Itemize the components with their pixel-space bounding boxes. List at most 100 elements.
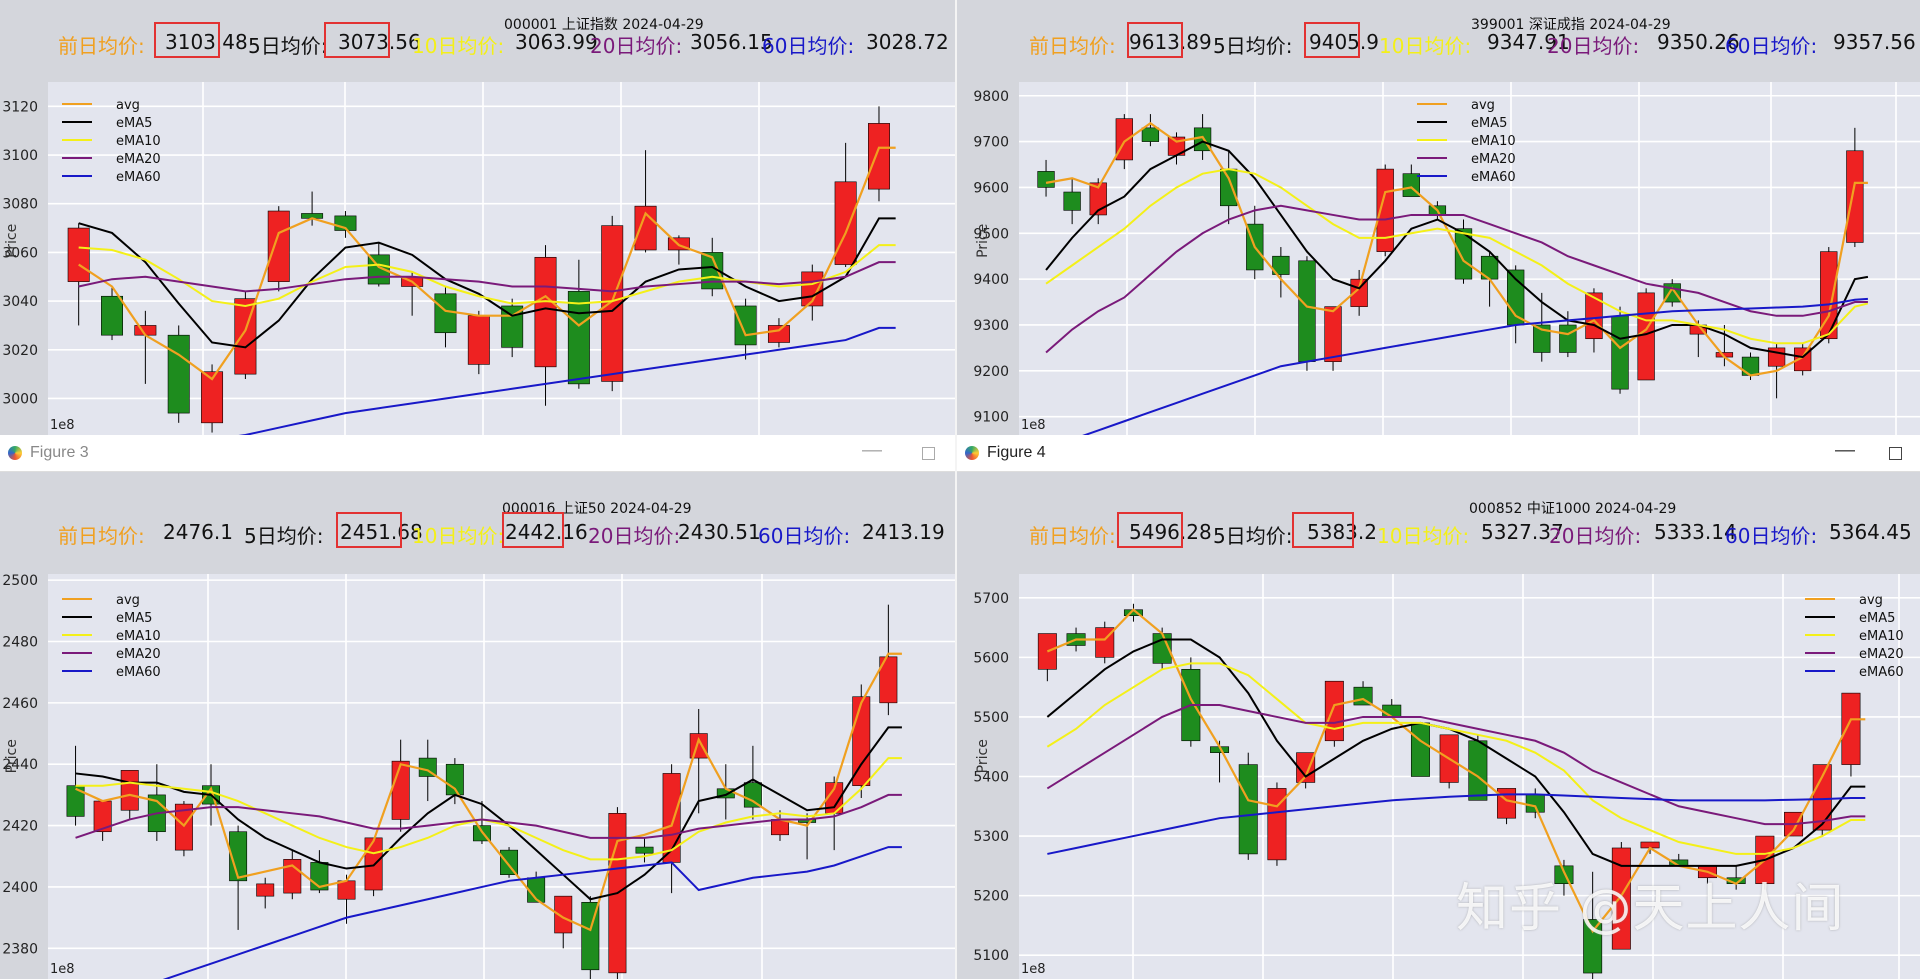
avg-value: 9613.89: [1129, 30, 1212, 54]
y-tick-label: 3000: [2, 391, 38, 407]
candle-body: [364, 837, 383, 891]
highlight-box: [1292, 512, 1354, 548]
candle-body: [1533, 324, 1551, 353]
ema5-label: 5日均价:: [248, 34, 328, 58]
candle-body: [1820, 251, 1838, 340]
ema10-label: 10日均价:: [1377, 524, 1470, 548]
y-tick-label: 9400: [973, 272, 1009, 288]
ema20-value: 3056.15: [690, 30, 773, 54]
candle-body: [1141, 127, 1160, 142]
y-tick-label: 3040: [2, 294, 38, 310]
candle-body: [1468, 740, 1488, 801]
series-line-avg: [1045, 121, 1868, 377]
candle: [1820, 247, 1838, 344]
candle: [868, 106, 890, 202]
candle-body: [1089, 182, 1107, 216]
candle: [1533, 292, 1551, 362]
candle: [1037, 159, 1055, 197]
matplotlib-icon: [8, 446, 22, 460]
candle-body: [1846, 150, 1864, 243]
ema5-value: 9405.9: [1309, 30, 1379, 54]
candle: [1507, 265, 1525, 344]
highlight-box: [1127, 22, 1183, 58]
window-title: Figure 4: [987, 444, 1046, 461]
ema10-label: 10日均价:: [412, 524, 505, 548]
candle-body: [1296, 752, 1316, 783]
series-line-eMA20: [75, 793, 902, 839]
candle: [337, 874, 356, 924]
y-tick-label: 9100: [973, 410, 1009, 426]
y-axis-label: Price: [4, 739, 20, 773]
candle: [1324, 306, 1342, 371]
series-line-eMA20: [78, 261, 896, 293]
y-tick-label: 5100: [973, 948, 1009, 964]
candle: [879, 604, 898, 716]
candle-body: [1611, 847, 1631, 950]
legend-entry: eMA20: [1859, 647, 1904, 662]
candle: [1296, 752, 1316, 789]
ema10-value: 9347.91: [1487, 30, 1570, 54]
candle-body: [434, 293, 457, 334]
candle-body: [1220, 168, 1238, 207]
candle-body: [267, 210, 290, 282]
candle-body: [567, 291, 590, 385]
candle: [1611, 306, 1629, 394]
candle: [667, 235, 690, 265]
minimize-icon[interactable]: —: [862, 439, 882, 461]
legend-entry: eMA60: [116, 170, 161, 185]
candle: [364, 837, 383, 897]
ema20-label: 20日均价:: [588, 524, 681, 548]
ema5-value: 2451.68: [340, 520, 423, 544]
maximize-icon[interactable]: [922, 447, 935, 460]
candle-body: [391, 760, 410, 820]
y-tick-label: 2460: [2, 696, 38, 712]
candle: [1841, 692, 1861, 777]
minimize-icon[interactable]: —: [1835, 439, 1855, 461]
offset-label: 1e8: [1021, 962, 1046, 977]
offset-label: 1e8: [1021, 418, 1046, 433]
y-tick-label: 3100: [2, 148, 38, 164]
highlight-box: [324, 22, 390, 58]
ema60-value: 3028.72: [866, 30, 949, 54]
candle-body: [101, 295, 123, 336]
candle-body: [1637, 292, 1655, 381]
candle: [501, 298, 524, 358]
candle: [134, 310, 157, 384]
candle-body: [1559, 324, 1577, 353]
offset-label: 1e8: [50, 418, 75, 433]
y-tick-label: 9500: [973, 226, 1009, 242]
candle: [1376, 164, 1394, 257]
y-tick-label: 2400: [2, 880, 38, 896]
maximize-icon[interactable]: [1889, 447, 1902, 460]
candle-body: [601, 225, 624, 382]
ema5-label: 5日均价:: [1213, 524, 1293, 548]
candle: [1037, 633, 1057, 682]
y-tick-label: 5300: [973, 829, 1009, 845]
candle-body: [467, 315, 490, 365]
y-axis-label: Price: [975, 739, 991, 773]
window-titlebar-figure3[interactable]: Figure 3 —: [0, 435, 955, 472]
price-info-bar: 399001 深证成指 2024-04-29 前日均价: 9613.89 5日均价:…: [957, 0, 1920, 80]
candle-body: [1324, 306, 1342, 362]
ema10-value: 5327.37: [1481, 520, 1564, 544]
y-tick-label: 2380: [2, 941, 38, 957]
candle-body: [1063, 191, 1081, 211]
chart-panel-sz-index: 399001 深证成指 2024-04-29 前日均价: 9613.89 5日均价:…: [957, 0, 1920, 435]
candle: [1123, 603, 1143, 622]
candle-body: [120, 770, 139, 811]
candle: [1246, 205, 1264, 280]
legend-entry: eMA10: [1859, 629, 1904, 644]
ema5-value: 3073.56: [338, 30, 421, 54]
ema10-value: 3063.99: [515, 30, 598, 54]
chart-panel-sse50: 000016 上证50 2024-04-29 前日均价: 2476.1 5日均价: 2…: [0, 472, 955, 979]
window-titlebar-figure4[interactable]: Figure 4 —: [957, 435, 1920, 472]
legend-entry: eMA10: [116, 629, 161, 644]
candle: [1267, 782, 1287, 866]
ema20-value: 5333.14: [1654, 520, 1737, 544]
y-tick-label: 5200: [973, 889, 1009, 905]
ema60-value: 2413.19: [862, 520, 945, 544]
candle-body: [174, 803, 193, 851]
ema5-label: 5日均价:: [244, 524, 324, 548]
candlestick-chart: 5100 5200 5300 5400 5500 5600 5700 Price 1e8 avg e…: [973, 574, 1920, 979]
candle: [147, 764, 166, 841]
